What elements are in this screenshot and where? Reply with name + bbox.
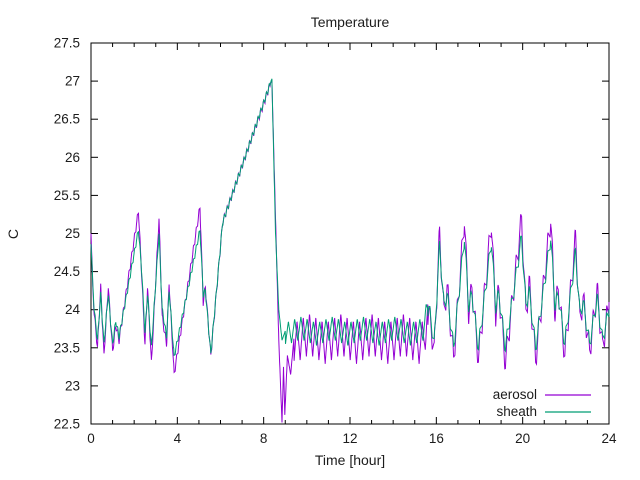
legend-label-sheath: sheath xyxy=(496,404,537,419)
x-tick-label: 8 xyxy=(260,431,268,446)
y-tick-label: 23 xyxy=(65,378,80,393)
y-tick-label: 27.5 xyxy=(54,36,80,51)
x-axis: 0 4 8 12 16 20 24 xyxy=(87,43,617,446)
y-tick-label: 24.5 xyxy=(54,264,80,279)
x-tick-label: 4 xyxy=(174,431,182,446)
series-line-aerosol xyxy=(90,79,610,423)
y-tick-label: 27 xyxy=(65,74,80,89)
x-tick-label: 12 xyxy=(342,431,357,446)
y-tick-label: 22.5 xyxy=(54,417,80,432)
y-axis-label: C xyxy=(5,229,21,239)
y-tick-label: 26 xyxy=(65,150,80,165)
chart-title: Temperature xyxy=(311,14,390,30)
y-tick-label: 26.5 xyxy=(54,112,80,127)
plot-border xyxy=(90,42,610,425)
y-tick-label: 23.5 xyxy=(54,340,80,355)
x-tick-label: 0 xyxy=(87,431,95,446)
y-tick-label: 25 xyxy=(65,226,80,241)
y-tick-label: 25.5 xyxy=(54,188,80,203)
plot-area: 0 4 8 12 16 20 2422.52323.52424.52525.52626.52… xyxy=(54,36,617,447)
y-tick-label: 24 xyxy=(65,302,81,317)
x-axis-label: Time [hour] xyxy=(315,452,385,468)
y-axis: 22.5 23 23.5 24 24.5 25 25.5 26 26.5 27 27.5 xyxy=(54,36,609,432)
x-tick-label: 24 xyxy=(601,431,617,446)
series-line-sheath xyxy=(90,78,610,357)
legend-label-aerosol: aerosol xyxy=(493,387,537,402)
x-tick-label: 16 xyxy=(429,431,444,446)
x-tick-label: 20 xyxy=(515,431,530,446)
legend: aerosol sheath xyxy=(493,387,591,419)
